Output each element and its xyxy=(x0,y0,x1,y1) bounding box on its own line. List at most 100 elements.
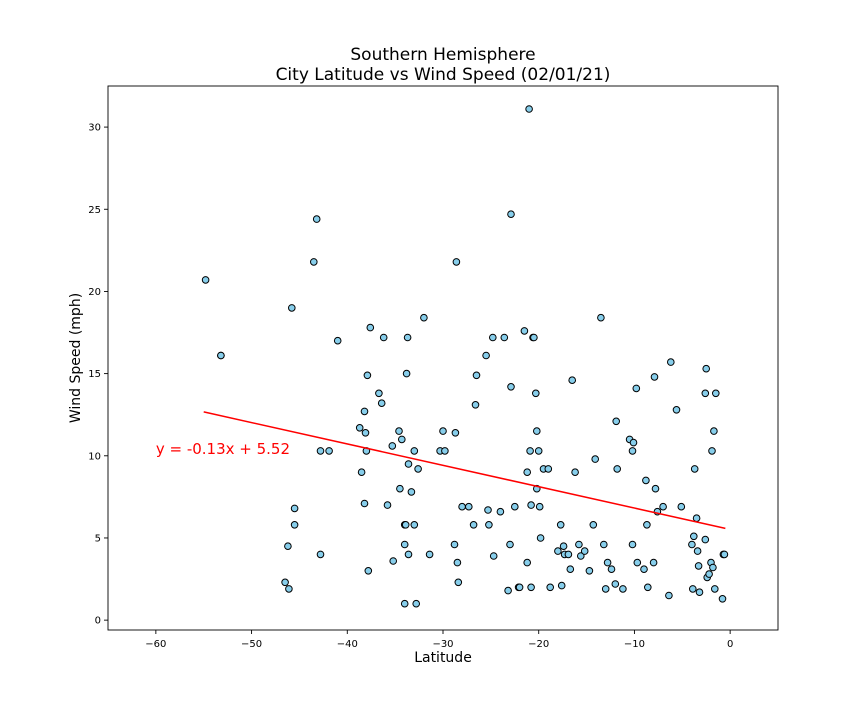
data-point xyxy=(310,258,318,266)
data-point xyxy=(441,447,449,455)
data-point xyxy=(633,558,642,567)
data-point xyxy=(485,521,493,529)
y-tick-label: 10 xyxy=(88,451,101,462)
data-point xyxy=(363,371,372,380)
data-point xyxy=(511,502,519,511)
data-point xyxy=(281,578,289,587)
data-point xyxy=(484,506,492,514)
data-point xyxy=(629,438,638,447)
x-tick-label: −30 xyxy=(432,639,453,650)
data-point xyxy=(597,313,605,322)
data-point xyxy=(504,586,512,595)
data-point xyxy=(333,336,342,345)
data-point xyxy=(640,565,648,574)
data-point xyxy=(420,313,428,322)
data-point xyxy=(708,447,716,455)
data-point xyxy=(388,442,397,450)
data-point xyxy=(692,514,701,523)
data-point xyxy=(454,578,463,587)
data-point xyxy=(644,583,652,592)
chart-title-line-1: Southern Hemisphere xyxy=(350,45,535,65)
y-tick-label: 5 xyxy=(95,533,101,544)
data-point xyxy=(452,258,461,266)
data-point xyxy=(400,599,409,608)
axis-ticks: −60 −50 −40 −30 −20 −10 0 0 5 10 15 20 25 30 xyxy=(88,123,733,650)
data-point xyxy=(523,468,532,477)
data-point xyxy=(556,521,565,529)
x-tick-label: −50 xyxy=(241,639,262,650)
data-point xyxy=(580,547,589,555)
data-point xyxy=(649,558,658,567)
data-point xyxy=(217,351,225,360)
y-tick-label: 20 xyxy=(88,287,101,298)
data-point xyxy=(702,364,711,373)
data-point xyxy=(515,583,524,592)
data-point xyxy=(689,585,697,593)
data-point xyxy=(694,562,703,570)
data-point xyxy=(414,465,422,473)
data-point xyxy=(566,565,575,574)
data-point xyxy=(525,105,533,113)
data-point xyxy=(290,504,299,513)
data-point xyxy=(532,389,540,398)
chart-title-line-2: City Latitude vs Wind Speed (02/01/21) xyxy=(276,65,611,85)
data-point xyxy=(559,542,568,551)
data-point xyxy=(389,557,398,565)
x-tick-label: −60 xyxy=(145,639,166,650)
data-point xyxy=(285,585,293,593)
data-point xyxy=(284,542,292,551)
data-point xyxy=(450,540,459,549)
data-point xyxy=(520,327,529,335)
data-point xyxy=(589,521,598,529)
data-point xyxy=(650,373,659,381)
data-point xyxy=(544,465,553,473)
data-point xyxy=(659,502,667,511)
data-point xyxy=(643,521,651,529)
data-point xyxy=(535,502,544,511)
data-point xyxy=(312,215,321,223)
data-point xyxy=(400,540,409,549)
plot-area: −60 −50 −40 −30 −20 −10 0 0 5 10 15 20 25 30 xyxy=(88,85,779,650)
data-point xyxy=(401,521,410,529)
data-point xyxy=(355,424,364,432)
data-point xyxy=(469,521,478,529)
data-point xyxy=(523,558,532,567)
data-point xyxy=(705,570,713,578)
scatter-points xyxy=(201,105,729,608)
x-axis-label: Latitude xyxy=(414,650,472,666)
data-point xyxy=(718,595,727,603)
data-point xyxy=(465,502,473,511)
data-point xyxy=(366,323,375,332)
data-point xyxy=(536,534,545,542)
data-point xyxy=(496,507,505,516)
data-point xyxy=(534,447,543,455)
data-point xyxy=(585,567,594,575)
data-point xyxy=(720,550,729,559)
data-point xyxy=(404,460,413,468)
data-point xyxy=(568,376,577,385)
data-point xyxy=(410,447,419,455)
data-point xyxy=(693,547,702,555)
data-point xyxy=(316,447,325,455)
data-point xyxy=(316,550,325,559)
data-point xyxy=(290,521,299,529)
data-point xyxy=(591,455,600,463)
data-point xyxy=(628,540,637,549)
data-point xyxy=(489,333,497,342)
data-point xyxy=(619,585,627,593)
data-point xyxy=(398,435,406,444)
data-point xyxy=(665,591,673,600)
x-tick-label: −40 xyxy=(337,639,358,650)
data-point xyxy=(613,465,622,473)
data-point xyxy=(601,585,610,593)
data-point xyxy=(672,406,681,414)
data-point xyxy=(489,552,498,560)
data-point xyxy=(701,389,710,398)
data-point xyxy=(530,333,538,342)
data-point xyxy=(546,583,555,592)
data-point xyxy=(577,552,585,560)
data-point xyxy=(402,369,411,378)
y-tick-label: 0 xyxy=(95,616,101,627)
